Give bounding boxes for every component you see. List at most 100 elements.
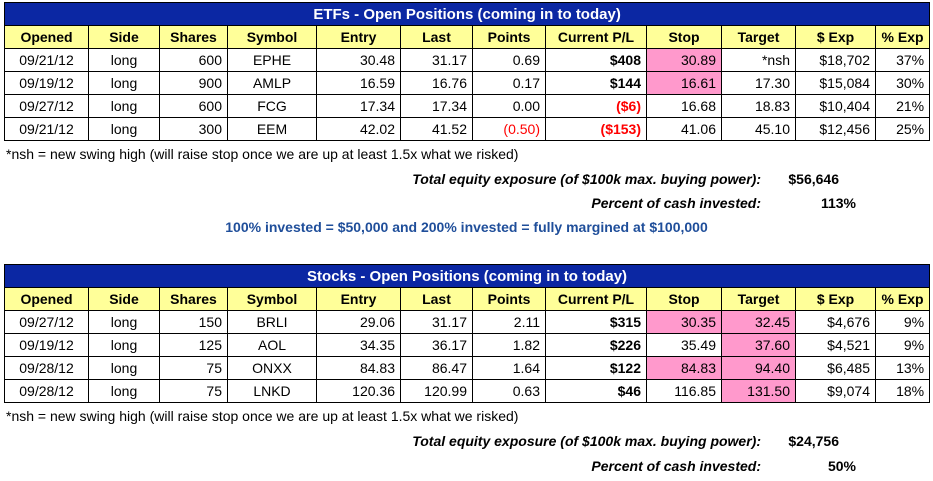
col-opened: Opened xyxy=(4,25,89,49)
col-dollar-exp: $ Exp xyxy=(795,25,876,49)
side-cell: long xyxy=(88,310,160,334)
etf-position-row: 09/21/12 long 600 EPHE 30.48 31.17 0.69 $408 30.… xyxy=(4,48,931,72)
symbol-cell: FCG xyxy=(227,94,317,118)
last-cell: 86.47 xyxy=(400,356,473,380)
etf-nsh-note: *nsh = new swing high (will raise stop o… xyxy=(6,146,519,162)
entry-cell: 30.48 xyxy=(316,48,401,72)
opened-cell: 09/28/12 xyxy=(4,356,89,380)
percent-exp-cell: 37% xyxy=(874,48,931,72)
current-pl-cell: $408 xyxy=(545,48,647,72)
stop-cell: 30.35 xyxy=(646,310,722,334)
percent-exp-cell: 13% xyxy=(874,356,931,380)
stock-position-row: 09/28/12 long 75 LNKD 120.36 120.99 0.63 $46 116… xyxy=(4,379,931,403)
stock-position-row: 09/28/12 long 75 ONXX 84.83 86.47 1.64 $122 84.8… xyxy=(4,356,931,380)
shares-cell: 300 xyxy=(159,117,228,141)
stop-cell: 16.61 xyxy=(646,71,722,95)
col-last: Last xyxy=(400,25,473,49)
stop-cell: 41.06 xyxy=(646,117,722,141)
points-cell: 0.17 xyxy=(472,71,546,95)
side-cell: long xyxy=(88,94,160,118)
shares-cell: 900 xyxy=(159,71,228,95)
etf-position-row: 09/27/12 long 600 FCG 17.34 17.34 0.00 ($6) 16.6… xyxy=(4,94,931,118)
symbol-cell: AOL xyxy=(227,333,317,357)
col-side: Side xyxy=(88,25,160,49)
dollar-exp-cell: $18,702 xyxy=(795,48,876,72)
opened-cell: 09/27/12 xyxy=(4,94,89,118)
percent-exp-cell: 25% xyxy=(874,117,931,141)
side-cell: long xyxy=(88,117,160,141)
percent-exp-cell: 18% xyxy=(874,379,931,403)
dollar-exp-cell: $9,074 xyxy=(795,379,876,403)
shares-cell: 125 xyxy=(159,333,228,357)
shares-cell: 150 xyxy=(159,310,228,334)
opened-cell: 09/28/12 xyxy=(4,379,89,403)
dollar-exp-cell: $4,676 xyxy=(795,310,876,334)
target-cell: 32.45 xyxy=(721,310,796,334)
percent-exp-cell: 9% xyxy=(874,310,931,334)
dollar-exp-cell: $10,404 xyxy=(795,94,876,118)
last-cell: 31.17 xyxy=(400,310,473,334)
col-stop: Stop xyxy=(646,25,722,49)
etf-position-row: 09/19/12 long 900 AMLP 16.59 16.76 0.17 $144 16.… xyxy=(4,71,931,95)
symbol-cell: EEM xyxy=(227,117,317,141)
opened-cell: 09/19/12 xyxy=(4,71,89,95)
col-target: Target xyxy=(721,287,796,311)
points-cell: 1.64 xyxy=(472,356,546,380)
points-cell: 1.82 xyxy=(472,333,546,357)
current-pl-cell: $46 xyxy=(545,379,647,403)
entry-cell: 16.59 xyxy=(316,71,401,95)
etf-percent-label: Percent of cash invested: xyxy=(591,195,761,211)
stock-position-row: 09/27/12 long 150 BRLI 29.06 31.17 2.11 $315 30.… xyxy=(4,310,931,334)
shares-cell: 75 xyxy=(159,356,228,380)
opened-cell: 09/19/12 xyxy=(4,333,89,357)
last-cell: 31.17 xyxy=(400,48,473,72)
col-percent-exp: % Exp xyxy=(874,287,931,311)
symbol-cell: AMLP xyxy=(227,71,317,95)
entry-cell: 34.35 xyxy=(316,333,401,357)
target-cell: 94.40 xyxy=(721,356,796,380)
current-pl-cell: $144 xyxy=(545,71,647,95)
col-points: Points xyxy=(472,287,546,311)
shares-cell: 75 xyxy=(159,379,228,403)
side-cell: long xyxy=(88,356,160,380)
stocks-table-title: Stocks - Open Positions (coming in to to… xyxy=(3,264,931,288)
percent-exp-cell: 30% xyxy=(874,71,931,95)
target-cell: 45.10 xyxy=(721,117,796,141)
dollar-exp-cell: $6,485 xyxy=(795,356,876,380)
stop-cell: 35.49 xyxy=(646,333,722,357)
target-cell: 17.30 xyxy=(721,71,796,95)
stock-position-row: 09/19/12 long 125 AOL 34.35 36.17 1.82 $226 35.4… xyxy=(4,333,931,357)
opened-cell: 09/27/12 xyxy=(4,310,89,334)
etf-percent-value: 113% xyxy=(820,195,856,211)
col-symbol: Symbol xyxy=(227,25,317,49)
etf-positions-table: ETFs - Open Positions (coming in to toda… xyxy=(3,2,931,141)
last-cell: 120.99 xyxy=(400,379,473,403)
dollar-exp-cell: $12,456 xyxy=(795,117,876,141)
entry-cell: 120.36 xyxy=(316,379,401,403)
col-shares: Shares xyxy=(159,25,228,49)
points-cell: 2.11 xyxy=(472,310,546,334)
symbol-cell: BRLI xyxy=(227,310,317,334)
dollar-exp-cell: $15,084 xyxy=(795,71,876,95)
col-last: Last xyxy=(400,287,473,311)
dollar-exp-cell: $4,521 xyxy=(795,333,876,357)
stocks-exposure-value: $24,756 xyxy=(788,433,839,449)
col-current-pl: Current P/L xyxy=(545,25,647,49)
etf-header-row: Opened Side Shares Symbol Entry Last Poi… xyxy=(4,25,931,49)
opened-cell: 09/21/12 xyxy=(4,48,89,72)
symbol-cell: EPHE xyxy=(227,48,317,72)
target-cell: 37.60 xyxy=(721,333,796,357)
etf-table-title: ETFs - Open Positions (coming in to toda… xyxy=(3,2,931,26)
percent-exp-cell: 9% xyxy=(874,333,931,357)
col-percent-exp: % Exp xyxy=(874,25,931,49)
last-cell: 16.76 xyxy=(400,71,473,95)
side-cell: long xyxy=(88,48,160,72)
points-cell: 0.63 xyxy=(472,379,546,403)
entry-cell: 29.06 xyxy=(316,310,401,334)
current-pl-cell: $315 xyxy=(545,310,647,334)
entry-cell: 84.83 xyxy=(316,356,401,380)
target-cell: 131.50 xyxy=(721,379,796,403)
stop-cell: 84.83 xyxy=(646,356,722,380)
col-entry: Entry xyxy=(316,25,401,49)
